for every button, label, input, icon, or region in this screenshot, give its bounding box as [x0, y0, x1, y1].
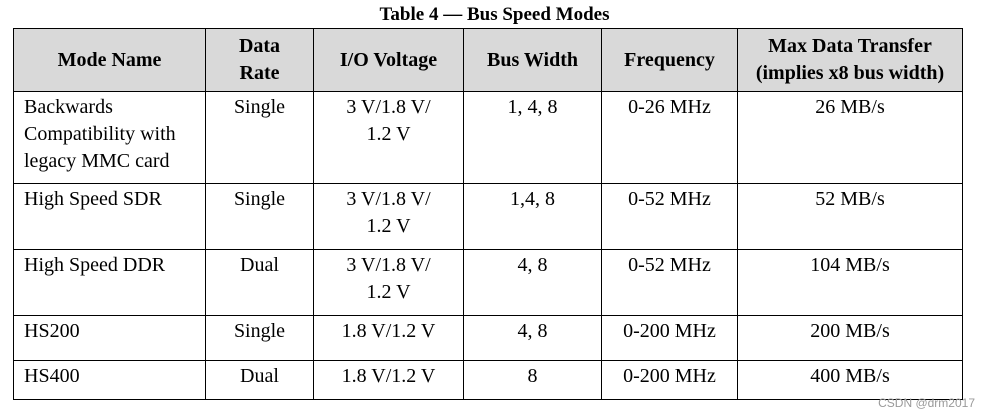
frequency-cell: 0-200 MHz	[601, 360, 738, 400]
header-mode-name: Mode Name	[13, 28, 206, 92]
frequency-cell: 0-52 MHz	[601, 183, 738, 250]
io-voltage-cell: 3 V/1.8 V/ 1.2 V	[313, 183, 464, 250]
data-rate-cell: Single	[205, 315, 314, 361]
data-rate-cell: Single	[205, 183, 314, 250]
table-row: High Speed SDR Single 3 V/1.8 V/ 1.2 V 1…	[13, 183, 963, 250]
header-max-data-transfer-text: Max Data Transfer (implies x8 bus width)	[755, 35, 945, 84]
table-caption: Table 4 — Bus Speed Modes	[379, 4, 610, 25]
header-row: Mode Name Data Rate I/O Voltage Bus Widt…	[13, 28, 963, 92]
max-data-transfer-cell: 400 MB/s	[737, 360, 963, 400]
header-io-voltage: I/O Voltage	[313, 28, 464, 92]
table-row: HS200 Single 1.8 V/1.2 V 4, 8 0-200 MHz …	[13, 315, 963, 361]
max-data-transfer-cell: 26 MB/s	[737, 91, 963, 184]
header-bus-width-text: Bus Width	[487, 48, 578, 71]
table-row: HS400 Dual 1.8 V/1.2 V 8 0-200 MHz 400 M…	[13, 360, 963, 400]
max-data-transfer-cell: 200 MB/s	[737, 315, 963, 361]
bus-speed-modes-table: Mode Name Data Rate I/O Voltage Bus Widt…	[13, 28, 963, 400]
frequency-cell: 0-52 MHz	[601, 249, 738, 316]
header-bus-width: Bus Width	[463, 28, 602, 92]
io-voltage-cell: 3 V/1.8 V/ 1.2 V	[313, 91, 464, 184]
mode-name-cell: High Speed DDR	[13, 249, 206, 316]
header-data-rate-text: Data Rate	[238, 35, 281, 84]
max-data-transfer-cell: 52 MB/s	[737, 183, 963, 250]
max-data-transfer-cell: 104 MB/s	[737, 249, 963, 316]
header-frequency-text: Frequency	[624, 48, 715, 71]
io-voltage-cell: 1.8 V/1.2 V	[313, 315, 464, 361]
data-rate-cell: Single	[205, 91, 314, 184]
header-io-voltage-text: I/O Voltage	[339, 48, 438, 71]
io-voltage-cell: 3 V/1.8 V/ 1.2 V	[313, 249, 464, 316]
mode-name-cell: Backwards Compatibility with legacy MMC …	[13, 91, 206, 184]
bus-width-cell: 1, 4, 8	[463, 91, 602, 184]
mode-name-cell: HS400	[13, 360, 206, 400]
bus-width-cell: 1,4, 8	[463, 183, 602, 250]
header-max-data-transfer: Max Data Transfer (implies x8 bus width)	[737, 28, 963, 92]
mode-name-cell: High Speed SDR	[13, 183, 206, 250]
frequency-cell: 0-200 MHz	[601, 315, 738, 361]
header-data-rate: Data Rate	[205, 28, 314, 92]
bus-width-cell: 4, 8	[463, 315, 602, 361]
header-mode-name-text: Mode Name	[57, 48, 162, 71]
data-rate-cell: Dual	[205, 249, 314, 316]
frequency-cell: 0-26 MHz	[601, 91, 738, 184]
io-voltage-cell: 1.8 V/1.2 V	[313, 360, 464, 400]
bus-width-cell: 4, 8	[463, 249, 602, 316]
table-row: Backwards Compatibility with legacy MMC …	[13, 91, 963, 184]
table-row: High Speed DDR Dual 3 V/1.8 V/ 1.2 V 4, …	[13, 249, 963, 316]
mode-name-cell: HS200	[13, 315, 206, 361]
watermark: CSDN @drm2017	[878, 396, 975, 410]
data-rate-cell: Dual	[205, 360, 314, 400]
header-frequency: Frequency	[601, 28, 738, 92]
bus-width-cell: 8	[463, 360, 602, 400]
